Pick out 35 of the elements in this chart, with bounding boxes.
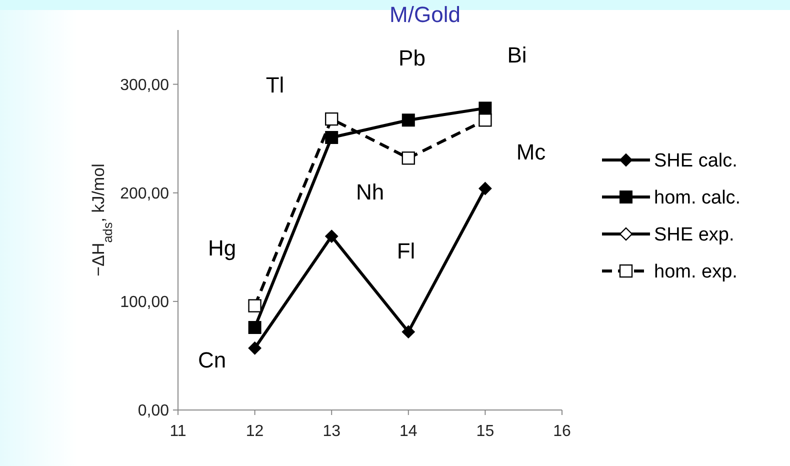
- point: [402, 152, 415, 165]
- legend-label: SHE calc.: [654, 150, 738, 172]
- legend-label: SHE exp.: [654, 224, 734, 246]
- point: [402, 114, 415, 127]
- legend-label: hom. calc.: [654, 188, 741, 209]
- point: [478, 102, 492, 115]
- point: [402, 325, 415, 338]
- x-tick-label: 13: [322, 423, 341, 440]
- point: [325, 130, 338, 144]
- annotation: Mc: [516, 140, 546, 165]
- point: [248, 320, 262, 334]
- y-tick-label: 100,00: [120, 294, 170, 312]
- x-tick-label: 12: [246, 423, 264, 440]
- y-tick-label: 0,00: [138, 402, 170, 420]
- annotation: Tl: [266, 72, 284, 98]
- point: [325, 112, 338, 126]
- annotation: Fl: [396, 238, 416, 264]
- point: [248, 299, 262, 312]
- y-tick-label: 200,00: [120, 185, 170, 202]
- point: [248, 342, 262, 355]
- x-tick-label: 11: [170, 423, 186, 440]
- y-tick-label: 300,00: [120, 76, 170, 94]
- annotation: Cn: [198, 348, 226, 373]
- x-tick-label: 15: [476, 423, 494, 440]
- annotation: Bi: [507, 42, 527, 68]
- x-tick-label: 16: [553, 423, 571, 440]
- annotation: Hg: [208, 236, 236, 261]
- point: [478, 182, 492, 196]
- legend-label: hom. exp.: [654, 262, 738, 283]
- annotation: Nh: [356, 180, 384, 205]
- chart-title: M/Gold: [390, 2, 460, 27]
- point: [478, 114, 492, 127]
- x-tick-label: 14: [400, 423, 418, 440]
- point: [325, 230, 338, 243]
- annotation: Pb: [398, 46, 426, 71]
